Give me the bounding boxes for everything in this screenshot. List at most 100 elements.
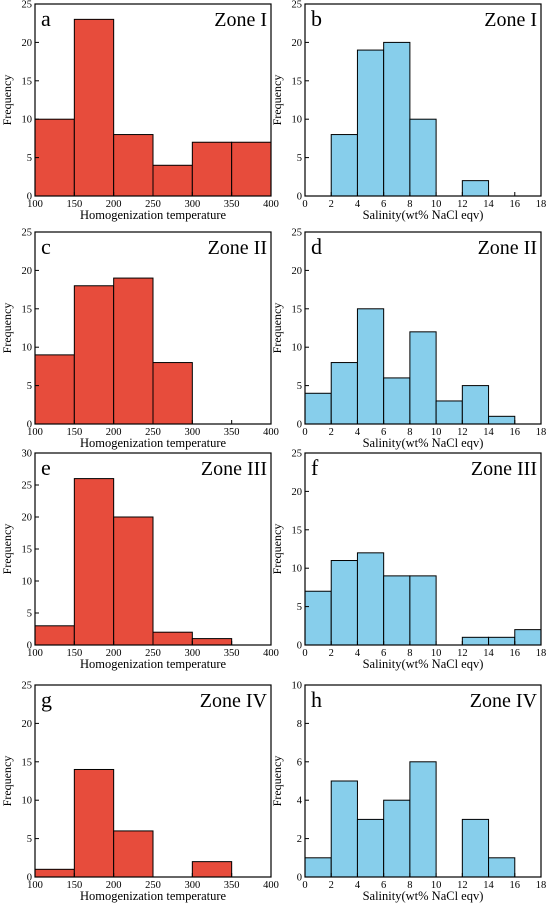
histogram-bar [409, 331, 437, 425]
y-tick-label: 20 [22, 38, 33, 49]
histogram-bar [304, 857, 332, 878]
y-axis-label: Frequency [0, 756, 14, 807]
y-tick-label: 15 [22, 304, 33, 315]
y-tick-label: 5 [27, 153, 32, 164]
zone-label: Zone III [201, 458, 267, 480]
y-tick-label: 15 [22, 757, 33, 768]
zone-label: Zone IV [200, 690, 268, 712]
panel-letter: g [41, 687, 52, 712]
histogram-bar [330, 780, 358, 878]
x-tick-label: 0 [302, 880, 307, 891]
y-tick-label: 0 [27, 192, 32, 203]
x-tick-label: 6 [381, 199, 386, 210]
x-tick-label: 18 [536, 880, 547, 891]
x-axis-label: Salinity(wt% NaCl eqv) [363, 436, 484, 450]
x-tick-label: 8 [407, 880, 412, 891]
x-axis-label: Homogenization temperature [80, 208, 227, 222]
x-tick-label: 4 [355, 880, 361, 891]
panel-letter: f [311, 455, 319, 480]
x-tick-label: 250 [145, 199, 161, 210]
x-tick-label: 2 [329, 427, 334, 438]
x-tick-label: 2 [329, 880, 334, 891]
histogram-bar [514, 629, 542, 646]
y-tick-label: 20 [292, 38, 303, 49]
histogram-bar [330, 134, 358, 197]
x-axis-label: Salinity(wt% NaCl eqv) [363, 889, 484, 903]
y-axis-label: Frequency [270, 75, 284, 126]
x-tick-label: 150 [66, 427, 82, 438]
zone-label: Zone II [478, 237, 537, 259]
x-axis-label: Salinity(wt% NaCl eqv) [363, 657, 484, 671]
histogram-bar [152, 631, 193, 646]
x-tick-label: 16 [510, 427, 521, 438]
x-tick-label: 200 [106, 199, 122, 210]
histogram-bar [409, 118, 437, 197]
x-tick-label: 14 [483, 880, 494, 891]
chart-panel-d: 0 2 4 6 8 10 12 14 16 18 0 5 10 15 20 25 Salinity(wt% Na… [270, 228, 546, 451]
x-tick-label: 4 [355, 427, 361, 438]
x-tick-label: 350 [224, 427, 240, 438]
y-tick-label: 15 [22, 545, 33, 556]
x-tick-label: 400 [263, 648, 279, 659]
panel-letter: c [41, 234, 51, 259]
x-tick-label: 200 [106, 648, 122, 659]
x-tick-label: 100 [27, 199, 43, 210]
y-tick-label: 10 [292, 115, 303, 126]
y-tick-label: 10 [292, 343, 303, 354]
y-tick-label: 10 [22, 796, 33, 807]
x-axis-label: Homogenization temperature [80, 657, 227, 671]
histogram-bar [113, 277, 154, 425]
histogram-bar [330, 362, 358, 425]
histogram-bar [356, 818, 385, 878]
y-tick-label: 15 [292, 76, 303, 87]
x-tick-label: 10 [431, 199, 442, 210]
panel-letter: d [311, 234, 322, 259]
x-tick-label: 100 [27, 427, 43, 438]
x-tick-label: 0 [302, 199, 307, 210]
x-tick-label: 300 [184, 427, 200, 438]
plot-frame [304, 684, 542, 878]
y-tick-label: 4 [297, 796, 303, 807]
histogram-bar [113, 516, 154, 646]
y-tick-label: 20 [292, 266, 303, 277]
chart-panel-e: 100 150 200 250 300 350 400 0 5 10 15 20 25 30 Homogen… [0, 449, 279, 672]
histogram-bar [488, 857, 516, 878]
y-tick-label: 0 [27, 873, 32, 884]
x-tick-label: 14 [483, 427, 494, 438]
histogram-bar [409, 575, 437, 646]
y-tick-label: 5 [297, 153, 302, 164]
zone-label: Zone II [208, 237, 267, 259]
histogram-bar [191, 141, 233, 197]
histogram-bar [356, 308, 385, 425]
x-tick-label: 12 [457, 199, 468, 210]
plot-frame [304, 231, 542, 425]
y-tick-label: 25 [22, 0, 33, 11]
y-tick-label: 5 [27, 381, 32, 392]
x-axis-label: Salinity(wt% NaCl eqv) [363, 208, 484, 222]
x-tick-label: 18 [536, 199, 547, 210]
x-tick-label: 300 [184, 648, 200, 659]
y-tick-label: 20 [22, 266, 33, 277]
x-tick-label: 150 [66, 199, 82, 210]
histogram-bar [435, 400, 463, 425]
histogram-bar [356, 49, 385, 197]
histogram-bar [383, 377, 411, 425]
y-tick-label: 0 [297, 873, 302, 884]
histogram-bar [34, 625, 75, 646]
zone-label: Zone I [214, 9, 267, 31]
y-axis-label: Frequency [270, 756, 284, 807]
panel-letter: a [41, 6, 51, 31]
histogram-bar [34, 118, 75, 197]
histogram-bar [73, 768, 115, 878]
x-tick-label: 350 [224, 648, 240, 659]
x-tick-label: 10 [431, 880, 442, 891]
chart-panel-a: 100 150 200 250 300 350 400 0 5 10 15 20 25 Homogeniz… [0, 0, 279, 222]
y-tick-label: 10 [22, 343, 33, 354]
x-tick-label: 150 [66, 648, 82, 659]
histogram-bar [461, 818, 490, 878]
histogram-bar [113, 134, 154, 197]
x-tick-label: 400 [263, 880, 279, 891]
chart-panel-g: 100 150 200 250 300 350 400 0 5 10 15 20 25 Homogeniz… [0, 681, 279, 904]
histogram-bar [73, 285, 115, 425]
